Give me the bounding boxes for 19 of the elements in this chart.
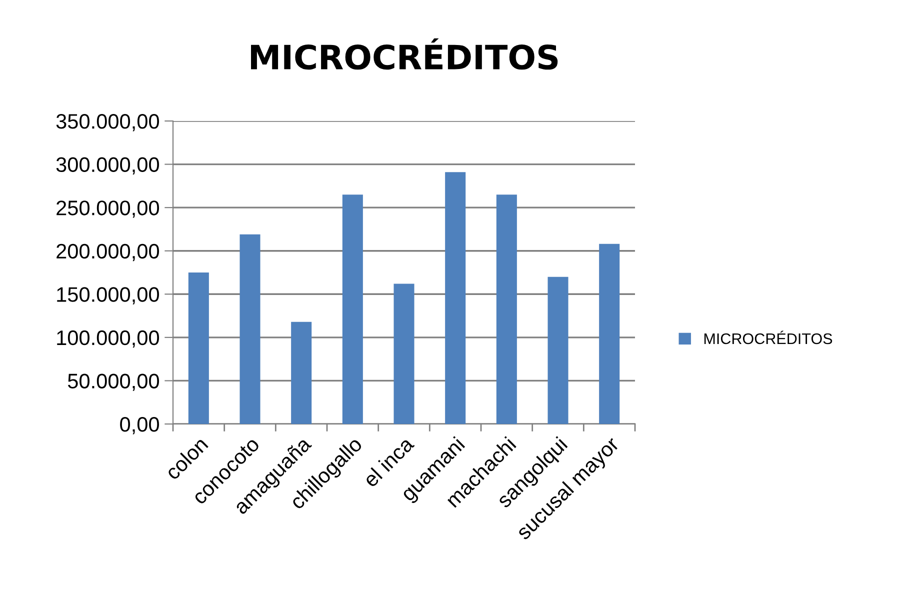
y-tick-label: 0,00 (120, 417, 159, 434)
legend-label: MICROCRÉDITOS (704, 330, 832, 344)
bar (599, 244, 620, 424)
y-tick-label: 200.000,00 (56, 244, 159, 262)
bar (548, 276, 568, 424)
bar (342, 194, 363, 424)
bar (240, 234, 260, 424)
bar (188, 272, 209, 424)
y-tick-label: 250.000,00 (56, 200, 159, 218)
chart-title: MICROCRÉDITOS (251, 38, 558, 70)
y-tick-label: 100.000,00 (57, 330, 159, 348)
y-tick-label: 150.000,00 (57, 287, 159, 304)
y-tick-label: 50.000,00 (68, 374, 159, 391)
y-tick-label: 300.000,00 (56, 157, 159, 174)
bar (496, 194, 517, 424)
y-tick-label: 350.000,00 (56, 114, 159, 132)
bar (394, 284, 414, 424)
bar (291, 322, 312, 424)
bar (445, 172, 466, 424)
